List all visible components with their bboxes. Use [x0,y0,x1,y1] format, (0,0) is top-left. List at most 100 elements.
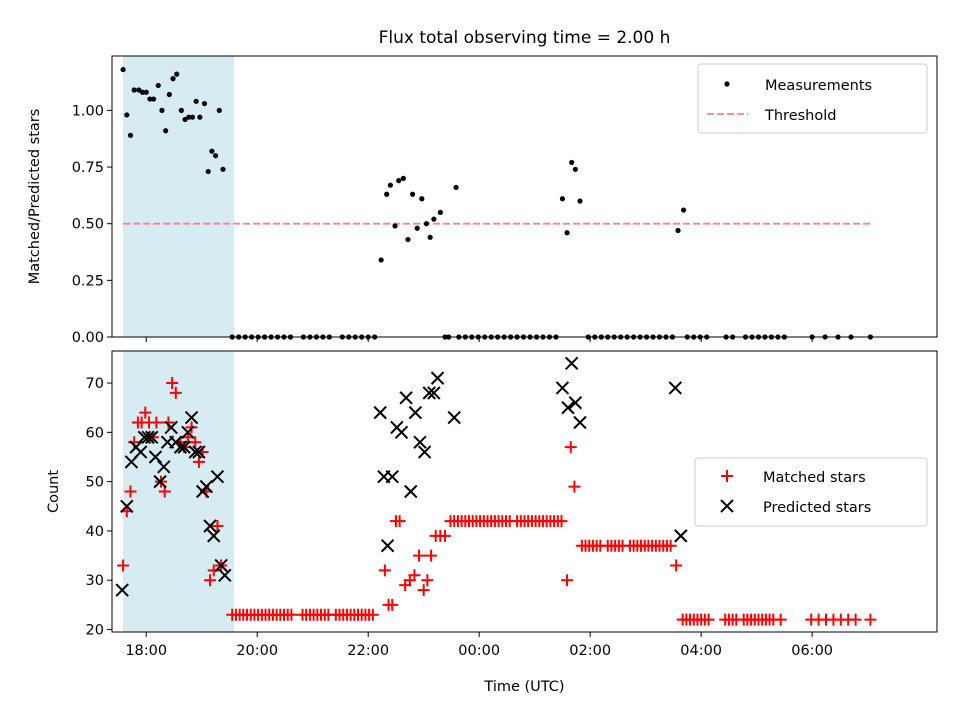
matched-star-point [204,574,217,587]
x-tick-label: 02:00 [569,643,611,659]
measurement-point [143,89,149,95]
measurement-point [166,91,172,98]
predicted-star-point [115,583,129,597]
measurement-point [212,153,219,159]
predicted-star-point [148,450,163,464]
measurement-point [170,76,176,82]
flux-ratio-panel: 0.00 0.25 0.50 0.75 1.00 Flux total observin… [27,28,938,346]
matched-star-point [849,613,862,626]
predicted-star-point [394,425,409,440]
measurement-point [392,223,398,229]
matched-star-point [417,584,430,597]
predicted-star-point [380,539,395,553]
matched-star-point [378,564,391,577]
measurement-point [419,196,425,202]
measurement-point [423,221,430,227]
legend-threshold-label: Threshold [764,108,836,124]
predicted-star-point [404,484,418,499]
predicted-star-point [417,445,432,459]
predicted-star-point [385,470,399,484]
bottom-shaded-span [123,351,235,632]
top-shaded-span [123,56,235,337]
y-tick-label: 0.25 [72,273,104,289]
predicted-star-point [430,371,445,385]
matched-star-point [702,613,715,626]
predicted-star-point [413,435,427,449]
predicted-star-point [153,474,167,489]
matched-star-point [139,406,152,419]
matched-star-point [117,559,130,572]
y-tick-label: 20 [86,623,104,639]
matched-star-point [366,608,379,621]
matched-star-point [189,436,202,449]
x-tick-label: 18:00 [125,643,167,659]
top-y-axis-label: Matched/Predicted stars [27,109,43,285]
predicted-star-point [210,470,225,484]
measurement-point [163,128,169,134]
bottom-y-ticks: 20 30 40 50 60 70 [86,376,112,639]
bottom-plot-frame [111,350,938,633]
measurement-point [453,184,459,191]
predicted-star-points [115,356,688,597]
top-x-ticks [145,337,813,342]
measurement-point [437,209,443,215]
top-plot-frame [111,55,938,338]
matched-star-point [169,386,182,399]
y-tick-label: 60 [86,425,104,441]
matched-star-point [564,441,577,454]
predicted-star-point [674,529,688,543]
x-tick-label: 04:00 [680,643,722,659]
predicted-star-point [203,519,217,533]
y-tick-label: 30 [86,573,104,589]
predicted-star-point [668,381,682,395]
matched-star-point [393,515,406,528]
y-tick-label: 50 [86,475,104,491]
y-tick-label: 0.50 [72,217,104,233]
measurement-point [405,236,411,243]
predicted-star-point [214,558,228,573]
top-legend: Measurements Threshold [697,63,928,134]
measurement-point [151,96,157,102]
matched-star-point [421,574,434,587]
predicted-star-point [157,460,171,474]
measurement-point [572,166,578,172]
measurement-point [124,112,130,118]
matched-star-point [670,559,683,572]
predicted-star-point [133,445,148,459]
predicted-star-point [373,405,387,420]
matched-star-point [386,598,399,611]
measurement-point [159,107,165,113]
top-legend-box [697,63,928,134]
matched-star-point [568,480,581,493]
measurement-point [564,230,570,236]
measurement-point [559,196,566,202]
x-tick-label: 00:00 [458,643,500,659]
measurement-point [675,227,681,234]
predicted-star-point [164,420,178,435]
matched-star-point [166,377,179,390]
matched-star-point [774,613,787,626]
measurement-point [220,166,226,172]
predicted-star-point [447,410,461,425]
measurement-point [387,182,393,188]
measurement-point [205,168,211,175]
predicted-star-point [408,405,423,420]
bottom-legend: Matched stars Predicted stars [694,457,928,527]
predicted-star-point [120,499,134,513]
predicted-star-point [184,410,199,425]
predicted-star-point [173,440,188,454]
predicted-star-point [199,479,214,494]
measurement-point [193,98,199,104]
matched-star-point [285,608,298,621]
matched-star-point [408,569,421,582]
bottom-x-ticks: 18:00 20:00 22:00 00:00 02:00 04:00 06:00 [125,632,833,659]
matched-star-point [124,485,137,498]
predicted-star-point [188,445,202,459]
measurement-point [384,191,390,197]
legend-matched-marker [721,470,733,482]
measurement-point [186,114,192,120]
chart-title: Flux total observing time = 2.00 h [379,28,671,48]
measurement-point [197,114,203,120]
predicted-star-point [218,568,232,583]
matched-star-point [561,574,574,587]
